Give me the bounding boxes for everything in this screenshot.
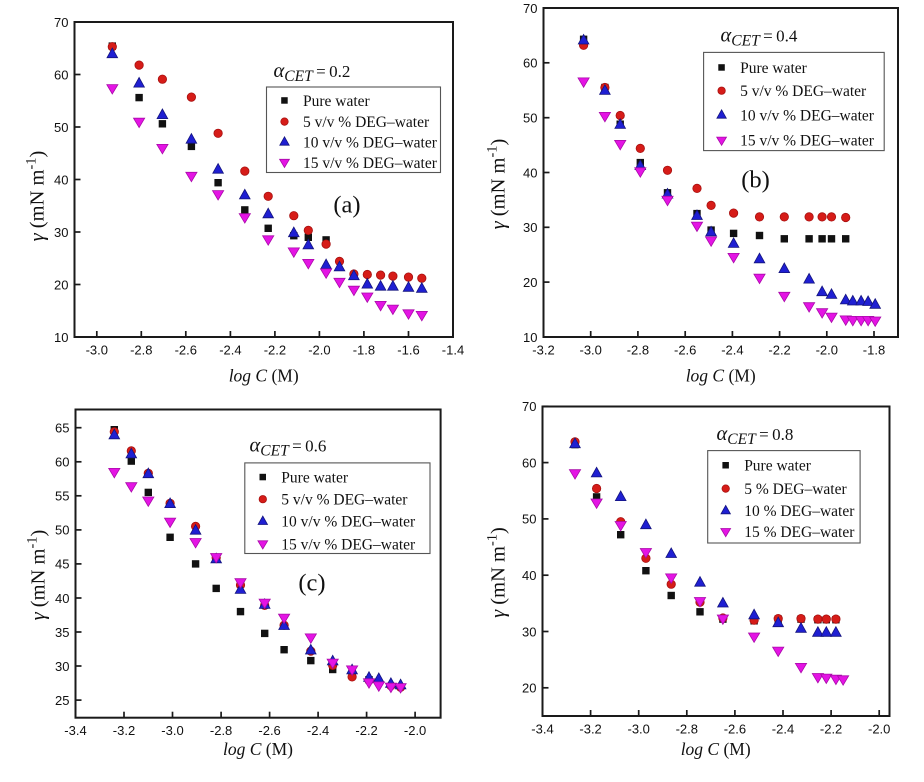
svg-text:20: 20 bbox=[54, 277, 68, 292]
svg-text:-2.6: -2.6 bbox=[724, 722, 746, 737]
svg-text:-2.0: -2.0 bbox=[816, 343, 838, 358]
svg-text:-2.4: -2.4 bbox=[721, 343, 743, 358]
svg-text:60: 60 bbox=[54, 67, 68, 82]
svg-text:log C (M): log C (M) bbox=[686, 366, 756, 386]
svg-text:40: 40 bbox=[522, 568, 536, 583]
svg-text:60: 60 bbox=[55, 455, 69, 470]
svg-text:(a): (a) bbox=[333, 192, 360, 219]
svg-text:-2.4: -2.4 bbox=[219, 343, 241, 358]
svg-text:70: 70 bbox=[54, 15, 68, 30]
svg-text:-2.0: -2.0 bbox=[868, 722, 890, 737]
svg-text:-1.6: -1.6 bbox=[397, 343, 419, 358]
svg-text:-2.2: -2.2 bbox=[264, 343, 286, 358]
svg-text:-2.6: -2.6 bbox=[258, 723, 280, 738]
svg-text:60: 60 bbox=[523, 56, 537, 71]
svg-text:γ (mN m-1): γ (mN m-1) bbox=[24, 151, 49, 242]
svg-text:γ (mN m-1): γ (mN m-1) bbox=[485, 527, 510, 618]
svg-text:20: 20 bbox=[523, 275, 537, 290]
svg-text:log C (M): log C (M) bbox=[229, 366, 299, 386]
svg-text:-3.0: -3.0 bbox=[86, 343, 108, 358]
svg-text:-2.6: -2.6 bbox=[674, 343, 696, 358]
svg-text:10: 10 bbox=[523, 330, 537, 345]
svg-text:-3.4: -3.4 bbox=[531, 722, 553, 737]
svg-text:-2.2: -2.2 bbox=[768, 343, 790, 358]
svg-text:30: 30 bbox=[522, 624, 536, 639]
svg-text:50: 50 bbox=[54, 120, 68, 135]
svg-text:30: 30 bbox=[523, 220, 537, 235]
svg-text:40: 40 bbox=[54, 172, 68, 187]
svg-text:-2.6: -2.6 bbox=[175, 343, 197, 358]
svg-text:40: 40 bbox=[523, 165, 537, 180]
svg-text:(b): (b) bbox=[741, 167, 770, 194]
svg-text:70: 70 bbox=[522, 399, 536, 414]
svg-text:Pure water: Pure water bbox=[744, 458, 812, 475]
svg-text:(c): (c) bbox=[298, 570, 325, 597]
svg-text:log C (M): log C (M) bbox=[681, 739, 751, 759]
svg-text:-1.8: -1.8 bbox=[863, 343, 885, 358]
svg-text:-3.4: -3.4 bbox=[64, 723, 86, 738]
svg-text:30: 30 bbox=[54, 225, 68, 240]
svg-text:αCET = 0.2: αCET = 0.2 bbox=[274, 60, 351, 85]
svg-text:15 v/v % DEG–water: 15 v/v % DEG–water bbox=[740, 133, 875, 150]
svg-text:5 v/v % DEG–water: 5 v/v % DEG–water bbox=[303, 114, 430, 131]
svg-text:65: 65 bbox=[55, 421, 69, 436]
svg-text:20: 20 bbox=[522, 681, 536, 696]
svg-text:αCET = 0.4: αCET = 0.4 bbox=[721, 25, 798, 50]
svg-text:-3.0: -3.0 bbox=[627, 722, 649, 737]
svg-text:log C (M): log C (M) bbox=[223, 739, 293, 759]
svg-text:αCET = 0.6: αCET = 0.6 bbox=[250, 435, 327, 460]
svg-text:50: 50 bbox=[523, 111, 537, 126]
svg-text:-2.2: -2.2 bbox=[820, 722, 842, 737]
svg-text:55: 55 bbox=[55, 489, 69, 504]
svg-text:-2.0: -2.0 bbox=[308, 343, 330, 358]
svg-text:-3.0: -3.0 bbox=[579, 343, 601, 358]
svg-text:10 v/v % DEG–water: 10 v/v % DEG–water bbox=[740, 107, 875, 124]
svg-text:-2.0: -2.0 bbox=[404, 723, 426, 738]
svg-text:30: 30 bbox=[55, 659, 69, 674]
svg-text:10 v/v % DEG–water: 10 v/v % DEG–water bbox=[281, 514, 416, 531]
svg-text:15 % DEG–water: 15 % DEG–water bbox=[744, 524, 855, 541]
svg-text:10: 10 bbox=[54, 330, 68, 345]
svg-text:-2.8: -2.8 bbox=[676, 722, 698, 737]
svg-text:Pure water: Pure water bbox=[303, 93, 371, 110]
svg-text:45: 45 bbox=[55, 557, 69, 572]
svg-text:αCET = 0.8: αCET = 0.8 bbox=[717, 423, 794, 448]
svg-text:35: 35 bbox=[55, 625, 69, 640]
svg-text:-2.4: -2.4 bbox=[307, 723, 329, 738]
svg-text:-3.2: -3.2 bbox=[532, 343, 554, 358]
svg-text:-3.2: -3.2 bbox=[579, 722, 601, 737]
svg-text:15 v/v % DEG–water: 15 v/v % DEG–water bbox=[303, 155, 438, 172]
svg-text:50: 50 bbox=[55, 523, 69, 538]
svg-text:5 % DEG–water: 5 % DEG–water bbox=[744, 481, 847, 498]
svg-text:70: 70 bbox=[523, 1, 537, 16]
svg-text:5 v/v % DEG–water: 5 v/v % DEG–water bbox=[740, 83, 867, 100]
svg-text:-2.8: -2.8 bbox=[627, 343, 649, 358]
svg-text:-1.4: -1.4 bbox=[442, 343, 464, 358]
svg-text:50: 50 bbox=[522, 512, 536, 527]
svg-text:-2.8: -2.8 bbox=[210, 723, 232, 738]
svg-text:10 % DEG–water: 10 % DEG–water bbox=[744, 503, 855, 520]
svg-text:25: 25 bbox=[55, 693, 69, 708]
svg-text:10 v/v % DEG–water: 10 v/v % DEG–water bbox=[303, 134, 438, 151]
svg-text:Pure water: Pure water bbox=[740, 60, 808, 77]
svg-text:-2.2: -2.2 bbox=[355, 723, 377, 738]
svg-text:15 v/v % DEG–water: 15 v/v % DEG–water bbox=[281, 536, 416, 553]
svg-text:-2.8: -2.8 bbox=[130, 343, 152, 358]
svg-text:Pure water: Pure water bbox=[281, 470, 349, 487]
svg-text:-2.4: -2.4 bbox=[772, 722, 794, 737]
svg-text:5 v/v % DEG–water: 5 v/v % DEG–water bbox=[281, 492, 408, 509]
svg-text:60: 60 bbox=[522, 455, 536, 470]
svg-text:-1.8: -1.8 bbox=[353, 343, 375, 358]
svg-text:-3.2: -3.2 bbox=[113, 723, 135, 738]
svg-text:-3.0: -3.0 bbox=[161, 723, 183, 738]
svg-text:40: 40 bbox=[55, 591, 69, 606]
